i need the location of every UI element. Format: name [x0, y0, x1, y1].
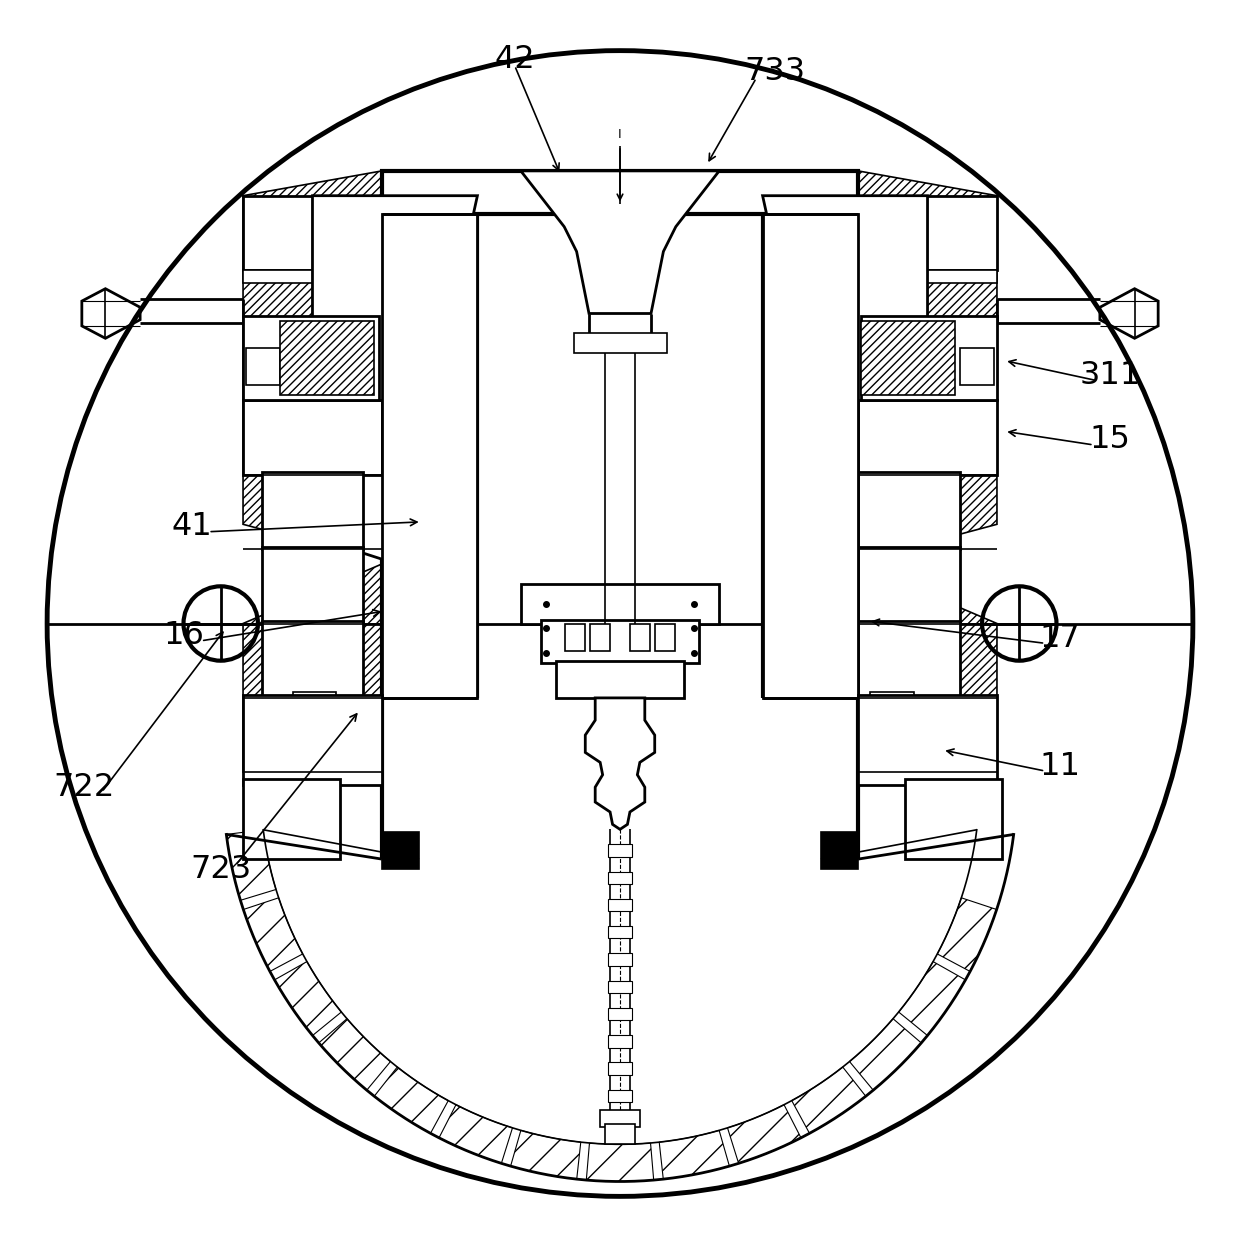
Text: 733: 733 — [744, 56, 806, 87]
Bar — [960, 348, 994, 385]
Bar — [655, 624, 675, 651]
Polygon shape — [585, 698, 655, 829]
Text: 723: 723 — [190, 853, 252, 884]
Polygon shape — [521, 171, 719, 313]
Text: 11: 11 — [1039, 751, 1081, 782]
Bar — [630, 624, 650, 651]
Bar — [573, 333, 667, 353]
Polygon shape — [82, 289, 140, 338]
Bar — [608, 1090, 632, 1102]
Bar — [605, 1125, 635, 1145]
Bar — [608, 899, 632, 912]
Polygon shape — [312, 196, 477, 564]
Bar — [590, 624, 610, 651]
Bar — [858, 196, 997, 271]
Polygon shape — [763, 196, 928, 564]
Text: 722: 722 — [53, 772, 115, 803]
Text: I: I — [619, 128, 621, 141]
Bar — [821, 832, 858, 869]
Bar — [608, 954, 632, 965]
Bar — [262, 621, 363, 698]
Bar — [243, 196, 382, 271]
Polygon shape — [439, 1105, 512, 1163]
Text: 17: 17 — [1040, 624, 1080, 653]
Bar — [293, 692, 336, 711]
Bar — [858, 400, 997, 475]
Text: 16: 16 — [164, 621, 203, 651]
Polygon shape — [511, 1130, 580, 1180]
Bar — [608, 1035, 632, 1047]
Polygon shape — [899, 961, 966, 1035]
Bar — [382, 171, 858, 214]
Polygon shape — [319, 1019, 391, 1090]
Polygon shape — [858, 564, 997, 797]
Bar — [608, 844, 632, 857]
Bar — [243, 696, 382, 784]
Bar — [858, 621, 960, 698]
Polygon shape — [243, 171, 382, 542]
Polygon shape — [243, 564, 382, 797]
Text: 42: 42 — [495, 44, 534, 75]
Polygon shape — [858, 271, 997, 283]
Polygon shape — [243, 898, 303, 971]
Bar — [243, 400, 382, 475]
Bar — [262, 546, 363, 624]
Bar — [608, 927, 632, 939]
Bar — [861, 315, 997, 400]
Text: 15: 15 — [1090, 424, 1130, 455]
Text: 311: 311 — [1079, 360, 1141, 392]
Bar — [243, 315, 379, 400]
Bar — [262, 473, 363, 549]
Bar — [280, 320, 374, 395]
Polygon shape — [849, 1019, 921, 1090]
Polygon shape — [937, 898, 997, 971]
Bar — [521, 584, 719, 624]
Polygon shape — [274, 961, 341, 1035]
Bar — [246, 348, 280, 385]
Bar — [763, 214, 858, 698]
Bar — [608, 980, 632, 993]
Polygon shape — [227, 829, 277, 900]
Bar — [858, 546, 960, 624]
Bar — [861, 320, 955, 395]
Bar — [556, 661, 684, 698]
Polygon shape — [858, 171, 997, 542]
Polygon shape — [587, 1143, 653, 1181]
Text: 41: 41 — [172, 511, 212, 542]
Polygon shape — [791, 1067, 866, 1134]
Polygon shape — [728, 1105, 801, 1163]
Bar — [905, 778, 1002, 859]
Bar — [388, 469, 477, 530]
Bar — [565, 624, 585, 651]
Bar — [763, 469, 852, 530]
Bar — [858, 473, 960, 549]
Bar — [608, 872, 632, 884]
Bar — [382, 214, 477, 698]
Polygon shape — [1100, 289, 1158, 338]
Polygon shape — [243, 271, 382, 283]
Bar — [608, 1008, 632, 1020]
Polygon shape — [660, 1130, 729, 1180]
Bar — [243, 778, 340, 859]
Bar — [858, 696, 997, 784]
Bar — [608, 1062, 632, 1075]
Bar — [382, 832, 419, 869]
Bar — [600, 1110, 640, 1127]
Polygon shape — [374, 1067, 449, 1134]
Bar — [870, 692, 914, 711]
Bar — [541, 620, 699, 663]
